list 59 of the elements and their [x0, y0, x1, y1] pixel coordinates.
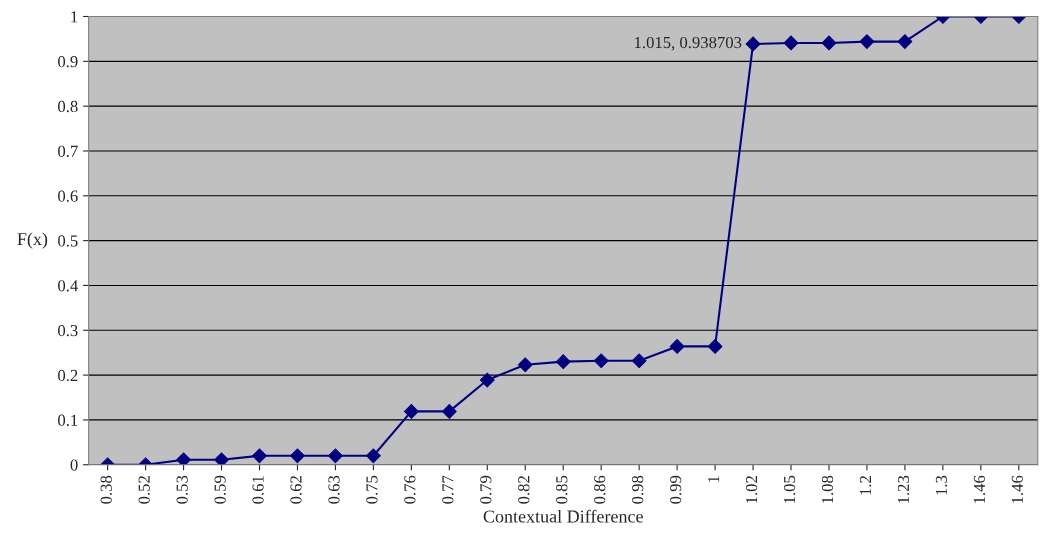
x-tick-label: 0.63: [328, 475, 340, 504]
x-tick-label: 1.23: [897, 475, 910, 503]
point: [252, 448, 267, 464]
point: [479, 372, 495, 388]
point: [555, 354, 571, 370]
point: [214, 452, 229, 465]
x-tick-label: 0.85: [556, 475, 568, 504]
point: [176, 452, 191, 465]
y-axis-title: F(x): [17, 232, 48, 249]
x-tick-label: 0.38: [100, 475, 112, 504]
x-tick-label: 0.82: [518, 476, 530, 504]
x-tick-label: 0.86: [594, 475, 606, 504]
x-tick-label: 1.08: [821, 475, 834, 503]
point: [328, 448, 343, 464]
x-axis-title: Contextual Difference: [483, 509, 643, 523]
point: [366, 448, 381, 464]
y-tick-label: 0.2: [58, 369, 78, 382]
point: [631, 353, 647, 369]
y-tick-label: 0.8: [58, 100, 78, 113]
x-tick-label: 1.2: [859, 476, 872, 495]
point: [745, 36, 761, 52]
annotation: 1.015, 0.938703: [635, 36, 742, 51]
x-tick-label: 1.46: [973, 475, 986, 503]
x-tick-label: 0.61: [252, 476, 264, 504]
point: [821, 35, 837, 51]
y-tick-label: 0: [70, 459, 78, 471]
x-tick-label: 0.79: [480, 475, 492, 504]
x-tick-label: 0.77: [442, 475, 454, 504]
x-tick-label: 0.76: [404, 475, 416, 504]
y-tick-label: 0.1: [58, 414, 78, 426]
x-tick-label: 0.53: [176, 475, 188, 504]
point: [859, 34, 875, 49]
x-tick-label: 0.98: [632, 475, 644, 504]
point: [783, 35, 799, 51]
point: [517, 357, 533, 373]
x-tick-label: 1: [708, 476, 720, 483]
point: [897, 34, 913, 49]
y-tick-label: 1: [71, 11, 78, 23]
x-tick-label: 0.75: [366, 475, 378, 504]
x-tick-label: 1.02: [745, 476, 758, 503]
x-tick-label: 1.05: [783, 475, 796, 503]
x-tick-label: 1.46: [1011, 475, 1024, 503]
x-tick-label: 0.52: [138, 476, 150, 504]
x-tick-label: 0.99: [670, 475, 682, 504]
point: [403, 404, 419, 419]
y-tick-label: 0.5: [58, 235, 78, 247]
y-tick-label: 0.6: [58, 190, 78, 202]
y-tick-label: 0.3: [58, 324, 78, 337]
point: [290, 448, 305, 464]
y-tick-label: 0.9: [58, 56, 78, 68]
point: [707, 339, 723, 354]
y-tick-label: 0.4: [58, 280, 78, 292]
x-tick-label: 0.59: [214, 475, 226, 504]
x-tick-label: 1.3: [935, 475, 948, 495]
point: [593, 353, 609, 369]
y-tick-label: 0.7: [58, 145, 78, 157]
point: [441, 404, 457, 419]
x-tick-label: 0.62: [290, 476, 302, 504]
point: [669, 339, 685, 354]
